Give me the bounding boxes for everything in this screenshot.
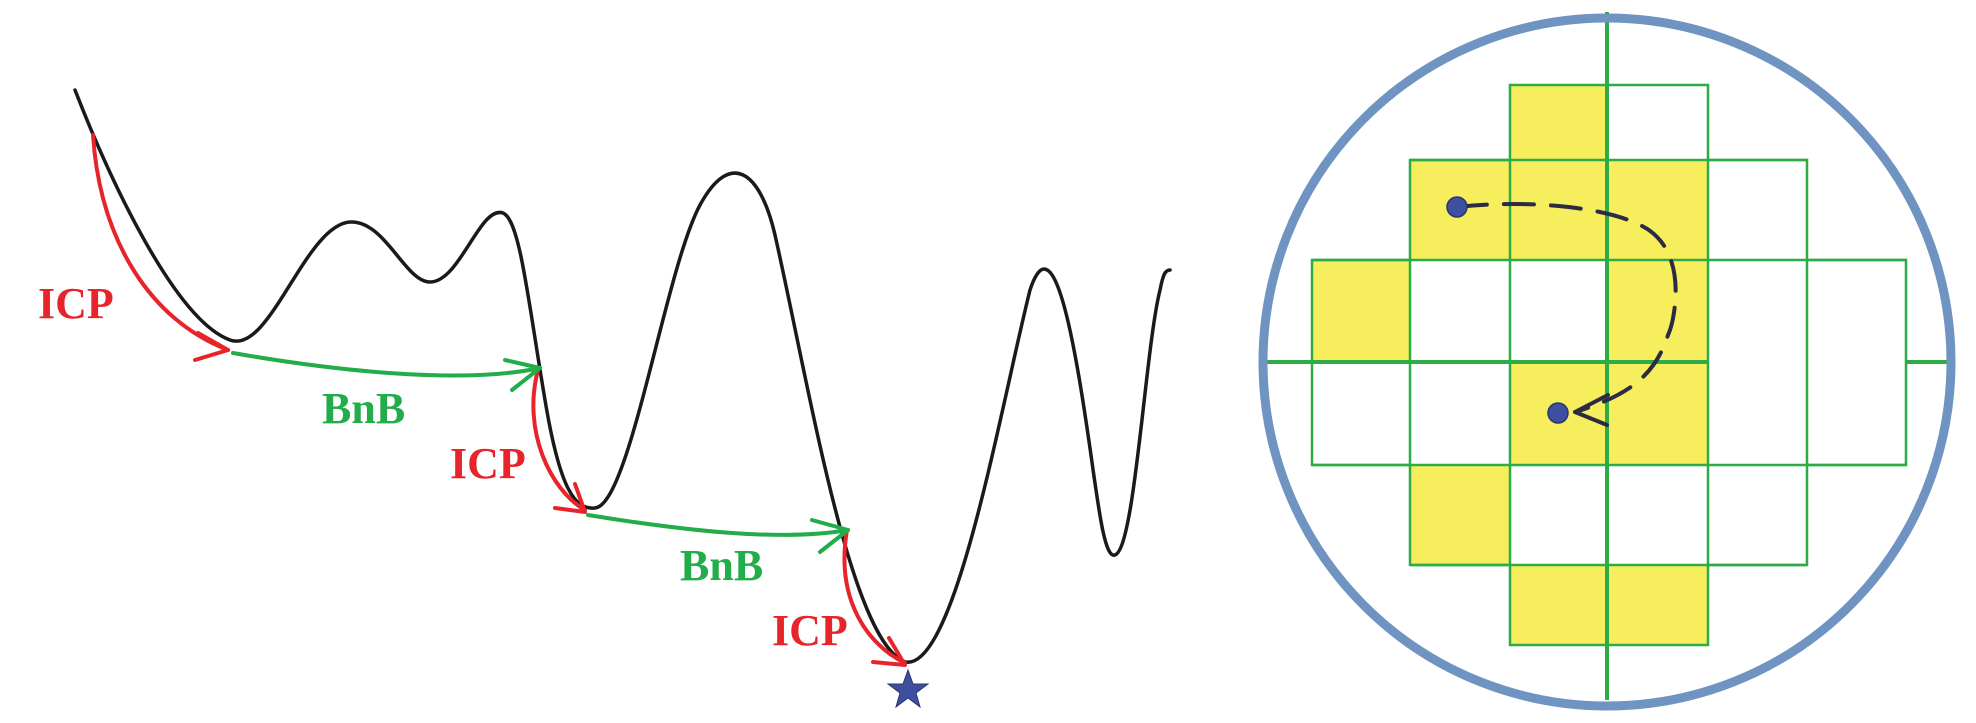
search-path	[1455, 202, 1678, 414]
grid-cell-highlighted	[1312, 260, 1410, 362]
bnb-arrow-1-head	[503, 358, 542, 392]
icp-label-1: ICP	[38, 279, 114, 328]
grid-cell-highlighted	[1510, 160, 1607, 260]
end-point-marker	[1547, 402, 1569, 424]
energy-curve	[73, 88, 1172, 664]
start-point-marker	[1446, 196, 1468, 218]
icp-arrow-3	[842, 528, 907, 665]
icp-arrow-2	[531, 368, 587, 512]
icp-label-2: ICP	[450, 439, 526, 488]
grid-cell-highlighted	[1607, 260, 1708, 362]
search-boundary-circle	[1258, 13, 1956, 711]
grid-cell-highlighted	[1410, 465, 1510, 565]
grid-cells	[1312, 85, 1708, 645]
search-path-arrowhead	[1573, 393, 1610, 427]
bnb-arrow-2	[586, 513, 850, 537]
grid-cell-highlighted	[1607, 565, 1708, 645]
star-icon	[886, 668, 930, 709]
bnb-label-2: BnB	[680, 541, 763, 590]
energy-landscape: ICP BnB ICP BnB ICP	[38, 88, 1172, 709]
icp-arrow-1-head	[193, 331, 230, 362]
grid-cell-highlighted	[1510, 85, 1607, 160]
grid-cell-highlighted	[1510, 565, 1607, 645]
bnb-arrow-1	[231, 351, 542, 378]
grid-cell-highlighted	[1607, 160, 1708, 260]
search-space-panel	[1258, 12, 1956, 711]
bnb-arrow-2-head	[810, 518, 850, 554]
icp-arrow-2-head	[553, 482, 587, 514]
grid-cell-highlighted	[1607, 362, 1708, 465]
bnb-label-1: BnB	[322, 384, 405, 433]
icp-label-3: ICP	[772, 606, 848, 655]
icp-arrow-3-head	[871, 636, 907, 667]
grid-lines	[1310, 83, 1908, 647]
